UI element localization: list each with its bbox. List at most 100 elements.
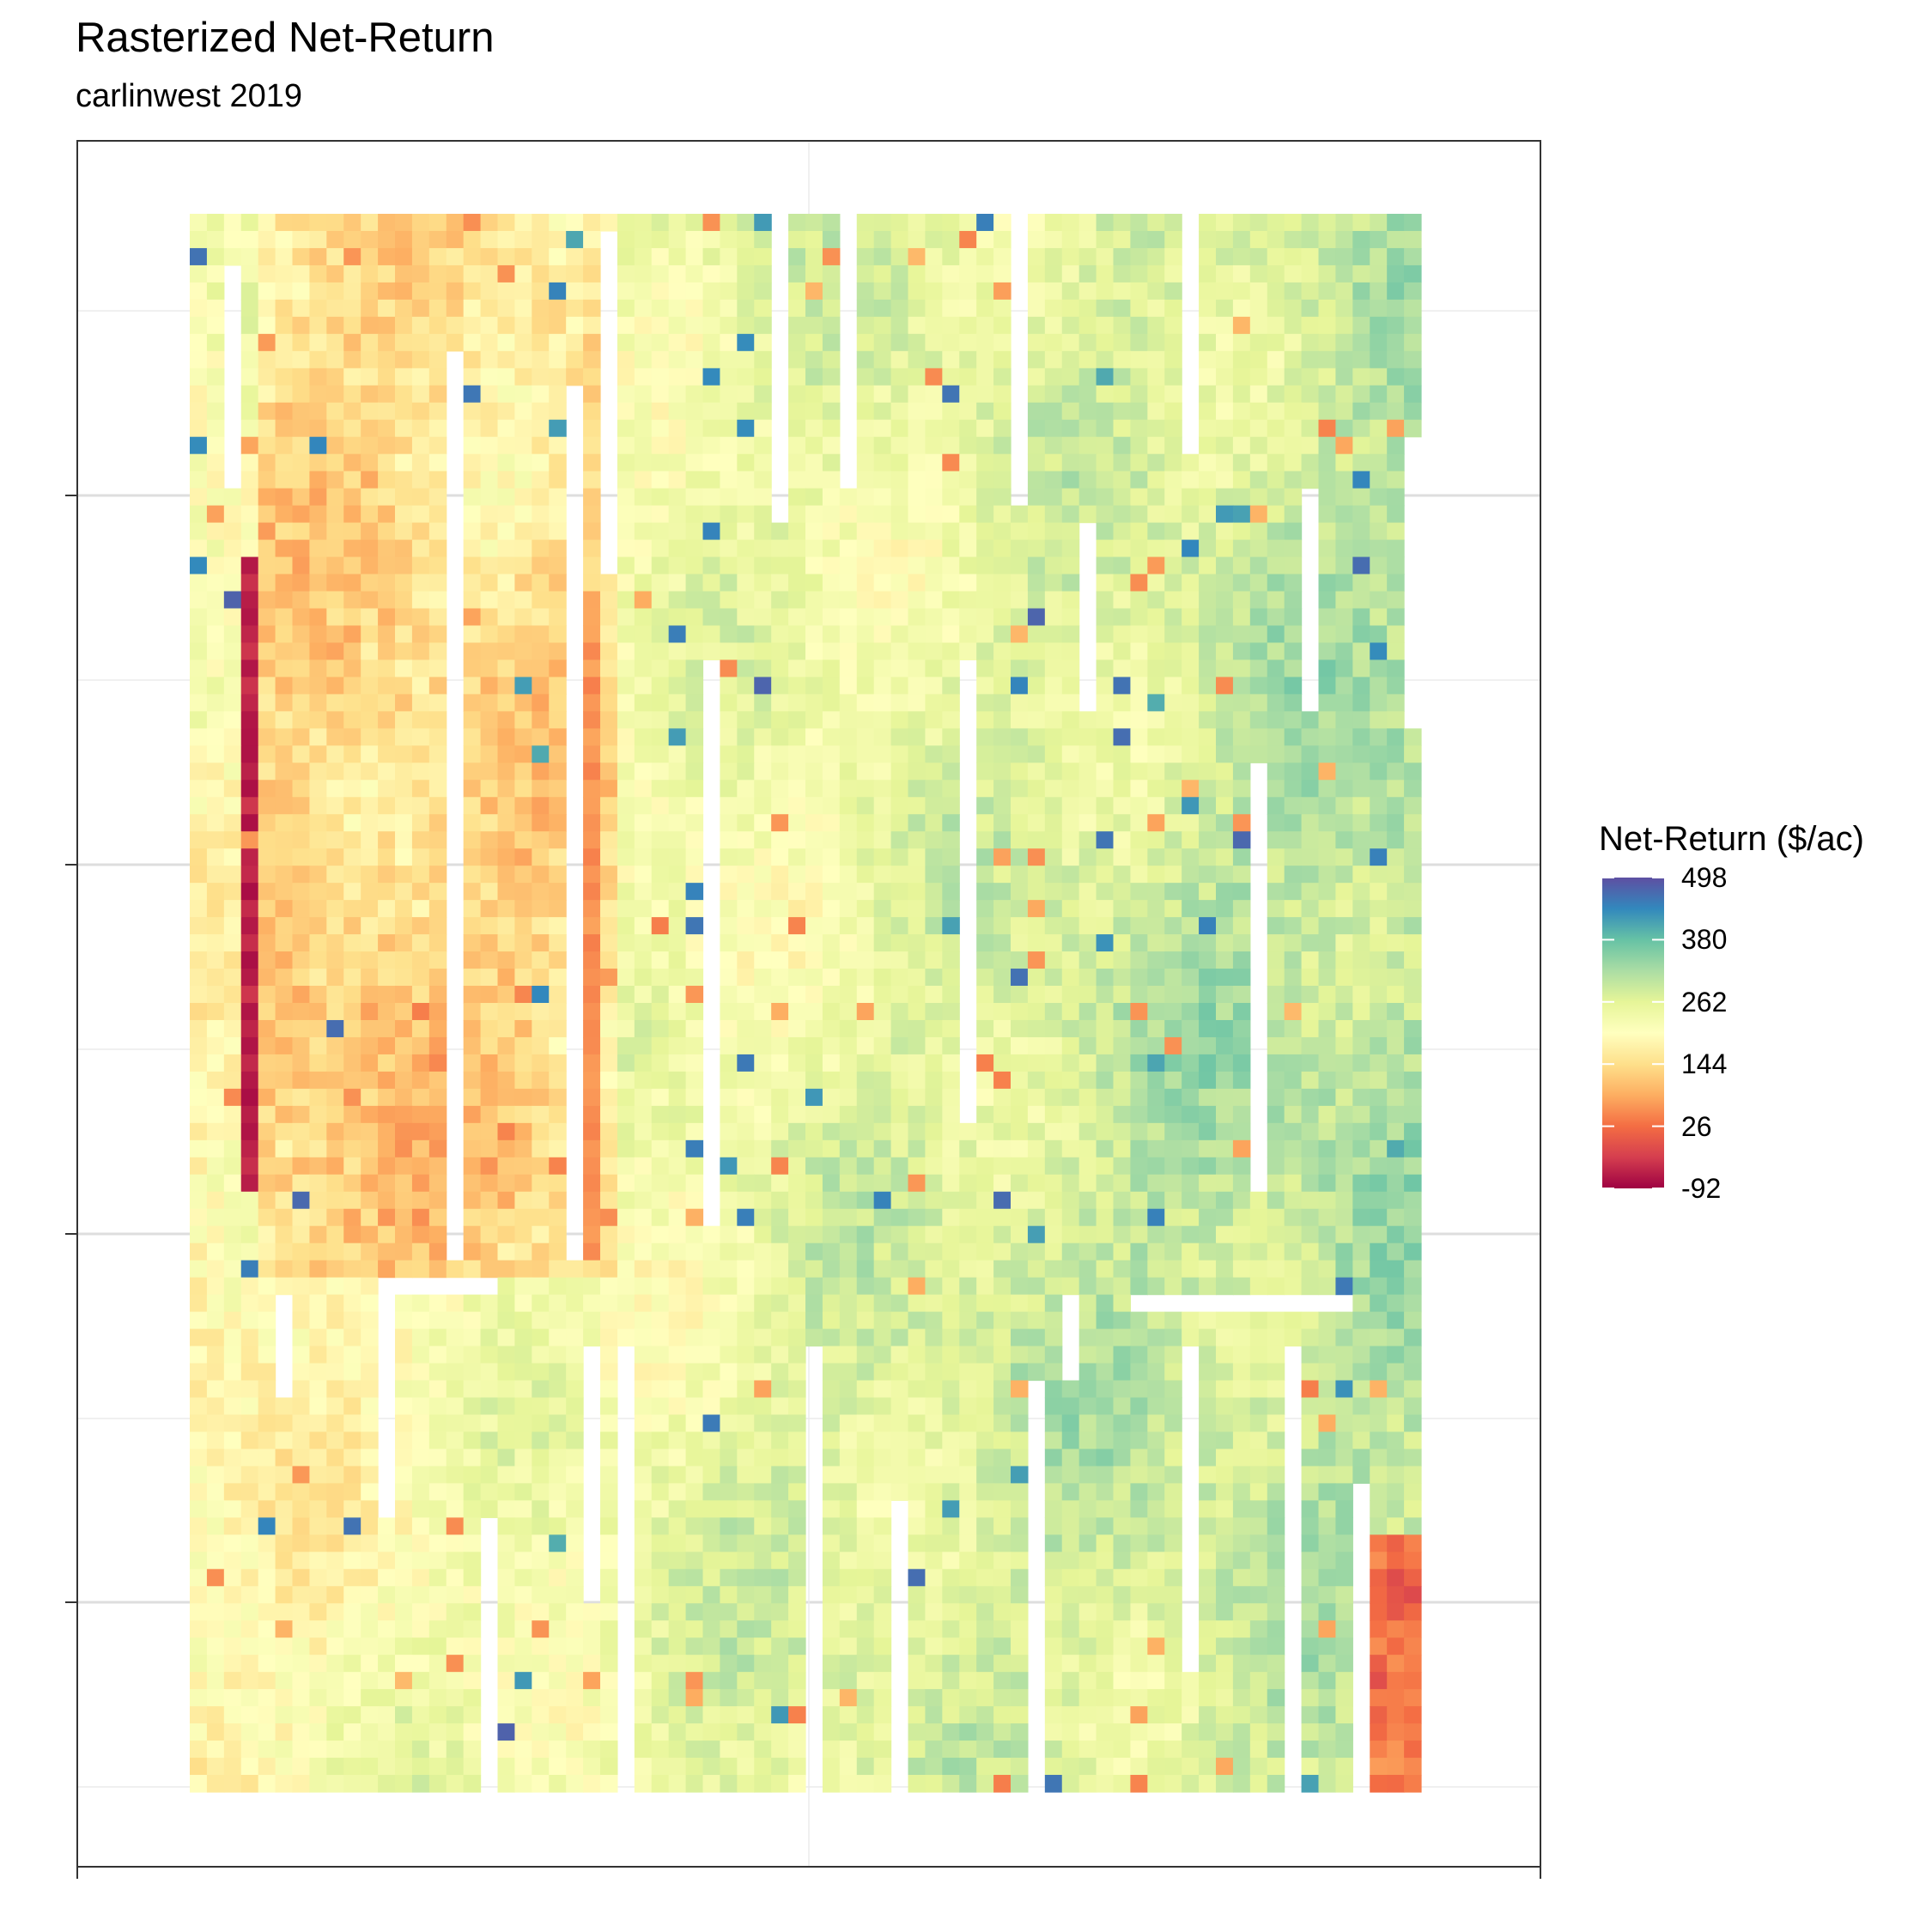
raster-cell bbox=[1113, 1431, 1132, 1450]
raster-cell bbox=[822, 471, 841, 489]
raster-cell bbox=[1267, 402, 1285, 421]
raster-cell bbox=[634, 1054, 653, 1072]
raster-cell bbox=[1318, 556, 1337, 575]
raster-cell bbox=[1164, 711, 1182, 729]
raster-cell bbox=[1044, 762, 1063, 781]
raster-cell bbox=[993, 745, 1012, 763]
raster-cell bbox=[463, 1139, 482, 1158]
raster-cell bbox=[1199, 385, 1217, 404]
raster-cell bbox=[1301, 1242, 1320, 1261]
raster-cell bbox=[361, 951, 379, 969]
raster-cell bbox=[702, 539, 721, 558]
raster-cell bbox=[514, 1242, 532, 1261]
raster-cell bbox=[566, 333, 584, 352]
raster-cell bbox=[651, 419, 670, 438]
raster-cell bbox=[1078, 1397, 1097, 1416]
raster-cell bbox=[326, 711, 344, 729]
raster-cell bbox=[754, 471, 772, 489]
raster-cell bbox=[754, 453, 772, 472]
raster-cell bbox=[737, 522, 755, 541]
raster-cell bbox=[361, 1191, 379, 1210]
raster-cell bbox=[754, 1174, 772, 1193]
raster-cell bbox=[1147, 419, 1165, 438]
raster-cell bbox=[1301, 333, 1320, 352]
raster-cell bbox=[361, 471, 379, 489]
raster-cell bbox=[1370, 1191, 1388, 1210]
raster-cell bbox=[1335, 900, 1353, 918]
raster-cell bbox=[856, 728, 875, 746]
raster-cell bbox=[240, 1139, 259, 1158]
raster-cell bbox=[873, 1225, 892, 1244]
raster-cell bbox=[822, 488, 841, 507]
raster-cell bbox=[326, 453, 344, 472]
raster-cell bbox=[532, 1139, 550, 1158]
raster-cell bbox=[1078, 247, 1097, 266]
raster-cell bbox=[771, 1174, 789, 1193]
raster-cell bbox=[617, 1311, 635, 1330]
raster-cell bbox=[240, 1311, 259, 1330]
raster-cell bbox=[634, 1036, 653, 1055]
raster-cell bbox=[1249, 659, 1268, 678]
raster-cell bbox=[839, 1346, 858, 1364]
raster-cell bbox=[651, 1294, 670, 1313]
raster-cell bbox=[1027, 866, 1046, 884]
raster-cell bbox=[361, 1225, 379, 1244]
raster-cell bbox=[651, 214, 670, 232]
raster-cell bbox=[1096, 1328, 1115, 1347]
raster-cell bbox=[361, 591, 379, 610]
raster-cell bbox=[223, 539, 242, 558]
raster-cell bbox=[737, 625, 755, 644]
raster-cell bbox=[532, 831, 550, 849]
raster-cell bbox=[737, 728, 755, 746]
raster-cell bbox=[1249, 694, 1268, 712]
raster-cell bbox=[685, 625, 704, 644]
raster-cell bbox=[1387, 1380, 1405, 1399]
raster-cell bbox=[428, 900, 447, 918]
raster-cell bbox=[822, 539, 841, 558]
raster-cell bbox=[805, 917, 823, 935]
raster-cell bbox=[532, 214, 550, 232]
raster-cell bbox=[549, 969, 567, 987]
raster-cell bbox=[942, 745, 960, 763]
raster-cell bbox=[206, 436, 225, 455]
raster-cell bbox=[1387, 883, 1405, 901]
raster-cell bbox=[737, 797, 755, 815]
raster-cell bbox=[309, 1363, 327, 1382]
raster-cell bbox=[480, 1380, 499, 1399]
raster-cell bbox=[737, 505, 755, 524]
raster-cell bbox=[223, 1157, 242, 1176]
raster-cell bbox=[292, 1260, 311, 1279]
raster-cell bbox=[480, 1019, 499, 1038]
raster-cell bbox=[395, 299, 413, 318]
raster-cell bbox=[1182, 728, 1200, 746]
raster-cell bbox=[463, 900, 482, 918]
raster-cell bbox=[1011, 797, 1029, 815]
raster-cell bbox=[275, 831, 294, 849]
raster-cell bbox=[1113, 1328, 1132, 1347]
raster-cell bbox=[1318, 642, 1337, 661]
raster-cell bbox=[497, 539, 516, 558]
raster-cell bbox=[1318, 1003, 1337, 1021]
raster-cell bbox=[788, 556, 806, 575]
raster-cell bbox=[497, 1346, 516, 1364]
raster-cell bbox=[890, 1225, 909, 1244]
raster-cell bbox=[326, 214, 344, 232]
raster-cell bbox=[1096, 316, 1115, 335]
raster-cell bbox=[411, 385, 430, 404]
raster-cell bbox=[702, 608, 721, 627]
raster-cell bbox=[600, 1122, 618, 1141]
raster-cell bbox=[959, 402, 977, 421]
raster-cell bbox=[668, 591, 687, 610]
raster-cell bbox=[668, 1260, 687, 1279]
raster-cell bbox=[463, 539, 482, 558]
raster-cell bbox=[532, 934, 550, 952]
raster-cell bbox=[411, 1191, 430, 1210]
raster-cell bbox=[720, 1139, 738, 1158]
raster-cell bbox=[993, 247, 1012, 266]
raster-cell bbox=[463, 453, 482, 472]
raster-cell bbox=[326, 402, 344, 421]
raster-cell bbox=[514, 780, 532, 798]
raster-cell bbox=[651, 1346, 670, 1364]
raster-cell bbox=[326, 728, 344, 746]
raster-cell bbox=[1284, 488, 1303, 507]
